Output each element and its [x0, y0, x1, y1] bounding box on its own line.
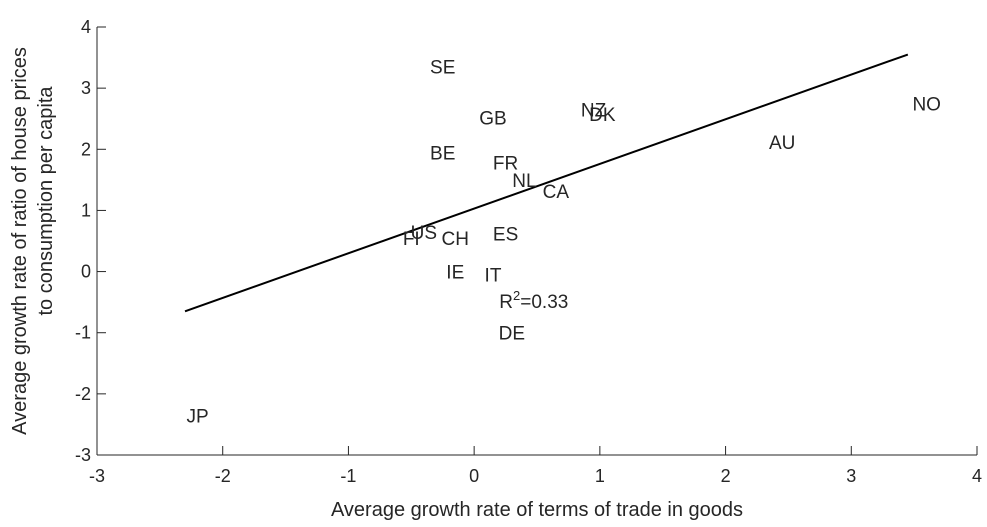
point-label: BE — [430, 143, 455, 164]
fit-line — [184, 53, 909, 313]
y-tick-label: -3 — [75, 445, 91, 465]
annotation-group: R2=0.33 — [499, 288, 568, 313]
point-label: NO — [912, 94, 941, 115]
point-label: DK — [589, 105, 616, 126]
x-tick-label: -3 — [89, 466, 105, 486]
point-label: CH — [442, 229, 469, 250]
point-label: FI — [403, 229, 420, 250]
r-squared-annotation: R2=0.33 — [499, 288, 568, 313]
x-tick-label: -1 — [340, 466, 356, 486]
y-tick-label: -2 — [75, 384, 91, 404]
x-tick-label: 2 — [721, 466, 731, 486]
x-axis-label: Average growth rate of terms of trade in… — [331, 499, 743, 521]
axes: -3 -2 -1 0 1 2 3 4 -3 -2 -1 0 1 2 3 4 — [75, 17, 982, 486]
point-label: ES — [493, 225, 518, 246]
x-tick-label: 3 — [846, 466, 856, 486]
point-label: GB — [479, 108, 506, 129]
point-label: FR — [493, 154, 518, 175]
x-tick-label: 1 — [595, 466, 605, 486]
fit-line-group — [184, 53, 909, 313]
x-tick-label: 4 — [972, 466, 982, 486]
y-tick-label: -1 — [75, 323, 91, 343]
y-tick-label: 1 — [81, 200, 91, 220]
point-label: NL — [512, 171, 536, 192]
point-label: CA — [543, 182, 570, 203]
point-label: US — [411, 223, 437, 244]
point-label: DE — [499, 324, 525, 345]
x-tick-label: 0 — [469, 466, 479, 486]
y-tick-label: 0 — [81, 262, 91, 282]
y-tick-label: 3 — [81, 78, 91, 98]
y-tick-label: 4 — [81, 17, 91, 37]
axis-labels: Average growth rate of terms of trade in… — [9, 47, 743, 521]
point-label: AU — [769, 133, 795, 154]
y-tick-label: 2 — [81, 139, 91, 159]
x-tick-label: -2 — [215, 466, 231, 486]
point-label: NZ — [581, 101, 607, 122]
y-axis-label-line-1: Average growth rate of ratio of house pr… — [9, 47, 31, 435]
point-label: IT — [485, 266, 502, 287]
y-axis-label-line-2: to consumption per capita — [35, 86, 57, 316]
point-label: SE — [430, 58, 455, 79]
point-label: JP — [186, 406, 208, 427]
point-label: IE — [446, 263, 464, 284]
